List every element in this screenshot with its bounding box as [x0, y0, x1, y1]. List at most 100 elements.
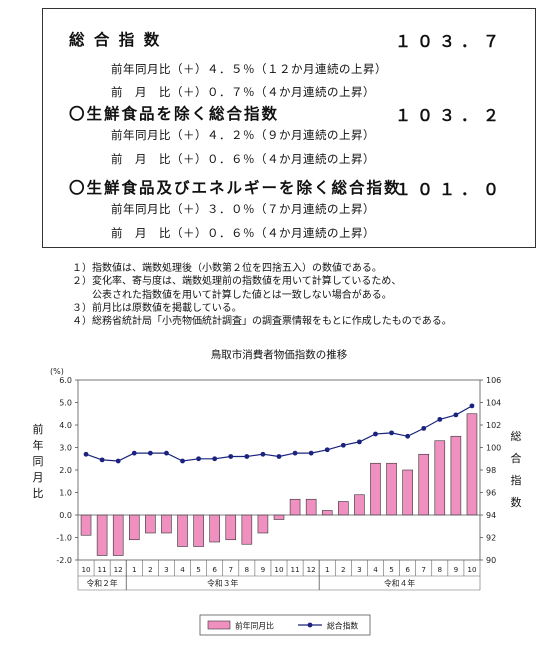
left-tick-label: 3.0 [59, 444, 72, 453]
right-tick-label: 92 [486, 534, 496, 543]
right-tick-label: 104 [486, 399, 501, 408]
notes: １）指数値は、端数処理後（小数第２位を四捨五入）の数値である。 ２）変化率、寄与… [72, 262, 452, 328]
legend-box [199, 614, 371, 636]
line-point [389, 430, 394, 436]
line-point [437, 416, 443, 422]
right-tick-label: 90 [486, 556, 496, 565]
line-point [340, 442, 346, 448]
line-point [115, 458, 121, 464]
left-tick-label: 0.0 [59, 511, 72, 520]
x-tick-label: 11 [98, 565, 107, 574]
summary-mom-corecore: 前 月 比（＋）０．６％（４か月連続の上昇） [111, 226, 375, 240]
bar [257, 514, 269, 534]
summary-value-core: １０３．２ [395, 106, 506, 125]
summary-mom-core: 前 月 比（＋）０．６％（４か月連続の上昇） [111, 152, 375, 166]
line-point [212, 456, 218, 462]
bar [96, 514, 108, 556]
left-axis-label-char: 年 [33, 438, 44, 452]
bar [354, 494, 365, 516]
right-tick-label: 94 [486, 511, 496, 520]
series-line [85, 405, 473, 462]
bar [466, 413, 478, 516]
left-axis-label-char: 比 [33, 487, 44, 500]
x-tick-label: 4 [180, 565, 185, 574]
x-tick-label: 5 [196, 565, 201, 574]
x-tick-label: 1 [132, 565, 137, 574]
line-point [324, 447, 330, 453]
right-axis-label-char: 指 [511, 473, 522, 487]
line-point [260, 451, 266, 457]
year-group-label: 令和２年 [87, 578, 118, 588]
x-tick-label: 10 [467, 565, 477, 574]
x-tick-label: 10 [81, 565, 91, 574]
bar [386, 462, 397, 516]
note-line: ２）変化率、寄与度は、端数処理前の指数値を用いて計算しているため、 [72, 276, 402, 288]
bar [225, 514, 237, 541]
line-point [164, 450, 169, 456]
summary-title-core: 〇生鮮食品を除く総合指数 [69, 105, 280, 123]
x-tick-label: 8 [245, 565, 250, 574]
x-tick-label: 8 [438, 565, 443, 574]
line-point [99, 457, 105, 463]
note-line: 公表された指数値を用いて計算した値とは一致しない場合がある。 [72, 289, 392, 301]
note-line: ３）前月比は原数値を掲載している。 [72, 302, 242, 314]
right-axis-label-char: 合 [511, 451, 522, 465]
left-axis-label-char: 月 [33, 471, 44, 484]
x-tick-label: 6 [405, 565, 410, 574]
bar [161, 514, 172, 534]
bar [289, 498, 301, 516]
x-tick-label: 2 [148, 565, 153, 574]
chart-svg: 鳥取市消費者物価指数の推移 6.0 5.0 4.0 3.0 2.0 1.0 0.0 -1.0 -2… [33, 348, 522, 636]
x-tick-label: 3 [357, 565, 362, 574]
summary-title-corecore: 〇生鮮食品及びエネルギーを除く総合指数 [69, 179, 402, 197]
line-point [83, 451, 89, 457]
bar [321, 510, 333, 516]
x-tick-label: 12 [307, 565, 316, 574]
line-point [131, 450, 137, 456]
x-tick-label: 4 [373, 565, 378, 574]
line-point [373, 431, 378, 437]
bar [434, 440, 446, 516]
summary-yoy-corecore: 前年同月比（＋）３．０％（７か月連続の上昇） [111, 202, 375, 216]
right-tick-label: 100 [486, 444, 501, 453]
bar [305, 498, 317, 516]
bar [338, 501, 349, 516]
x-tick-label: 12 [114, 565, 123, 574]
left-tick-label: -1.0 [56, 534, 72, 543]
left-axis-label-char: 同 [33, 455, 44, 468]
x-tick-label: 1 [325, 565, 330, 574]
line-point [228, 454, 234, 459]
bar [402, 469, 413, 516]
x-tick-label: 2 [341, 565, 346, 574]
bar [128, 514, 140, 541]
bar [209, 514, 220, 543]
x-tick-label: 6 [212, 565, 217, 574]
left-tick-label: -2.0 [56, 556, 72, 565]
note-line: １）指数値は、端数処理後（小数第２位を四捨五入）の数値である。 [72, 263, 382, 274]
line-point [196, 456, 202, 462]
note-line: ４）総務省統計局「小売物価統計調査」の調査票情報をもとに作成したものである。 [72, 316, 452, 328]
summary-mom-total: 前 月 比（＋）０．７％（４か月連続の上昇） [111, 85, 375, 99]
x-tick-label: 7 [421, 565, 426, 574]
left-tick-label: 1.0 [59, 489, 72, 498]
left-tick-label: 6.0 [59, 376, 72, 385]
bar [241, 514, 253, 545]
right-tick-label: 102 [486, 421, 501, 430]
x-tick-label: 7 [228, 565, 233, 574]
right-tick-label: 96 [486, 489, 496, 498]
year-group-label: 令和３年 [207, 578, 238, 588]
summary-yoy-core: 前年同月比（＋）４．２％（９か月連続の上昇） [111, 128, 375, 142]
summary-value-corecore: １０１．０ [395, 180, 506, 199]
cpi-chart: 鳥取市消費者物価指数の推移 6.0 5.0 4.0 3.0 2.0 1.0 0.0 -1.0 -2… [0, 340, 548, 651]
x-tick-label: 9 [454, 565, 459, 574]
bar [193, 514, 204, 547]
line-point [292, 450, 298, 456]
x-tick-label: 9 [261, 565, 266, 574]
bar [145, 514, 156, 534]
summary-box: 総 合 指 数 １０３．７ 前年同月比（＋）４．５％（１２か月連続の上昇） 前 … [42, 8, 536, 248]
bar [418, 453, 430, 516]
legend-line-label: 総合指数 [327, 621, 358, 631]
chart-title: 鳥取市消費者物価指数の推移 [211, 348, 348, 361]
right-tick-label: 98 [486, 466, 496, 475]
x-tick-label: 11 [291, 565, 300, 574]
